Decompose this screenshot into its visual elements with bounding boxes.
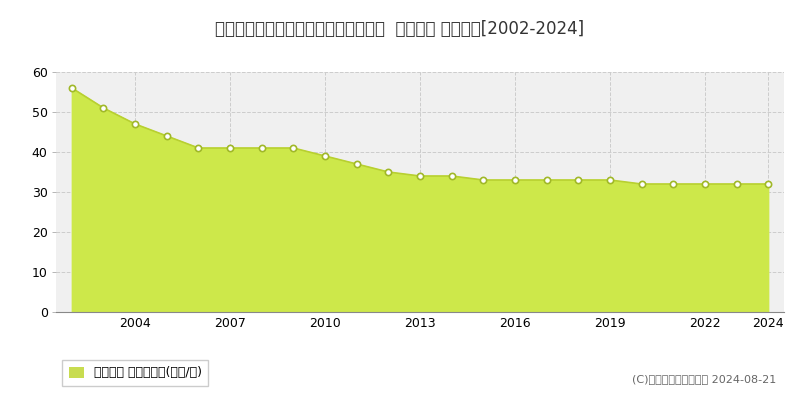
Text: 岐阜県岐阜市真砂町５丁目２２番３外  地価公示 地価推移[2002-2024]: 岐阜県岐阜市真砂町５丁目２２番３外 地価公示 地価推移[2002-2024] bbox=[215, 20, 585, 38]
Legend: 地価公示 平均坪単価(万円/坪): 地価公示 平均坪単価(万円/坪) bbox=[62, 360, 208, 386]
Text: (C)土地価格ドットコム 2024-08-21: (C)土地価格ドットコム 2024-08-21 bbox=[632, 374, 776, 384]
